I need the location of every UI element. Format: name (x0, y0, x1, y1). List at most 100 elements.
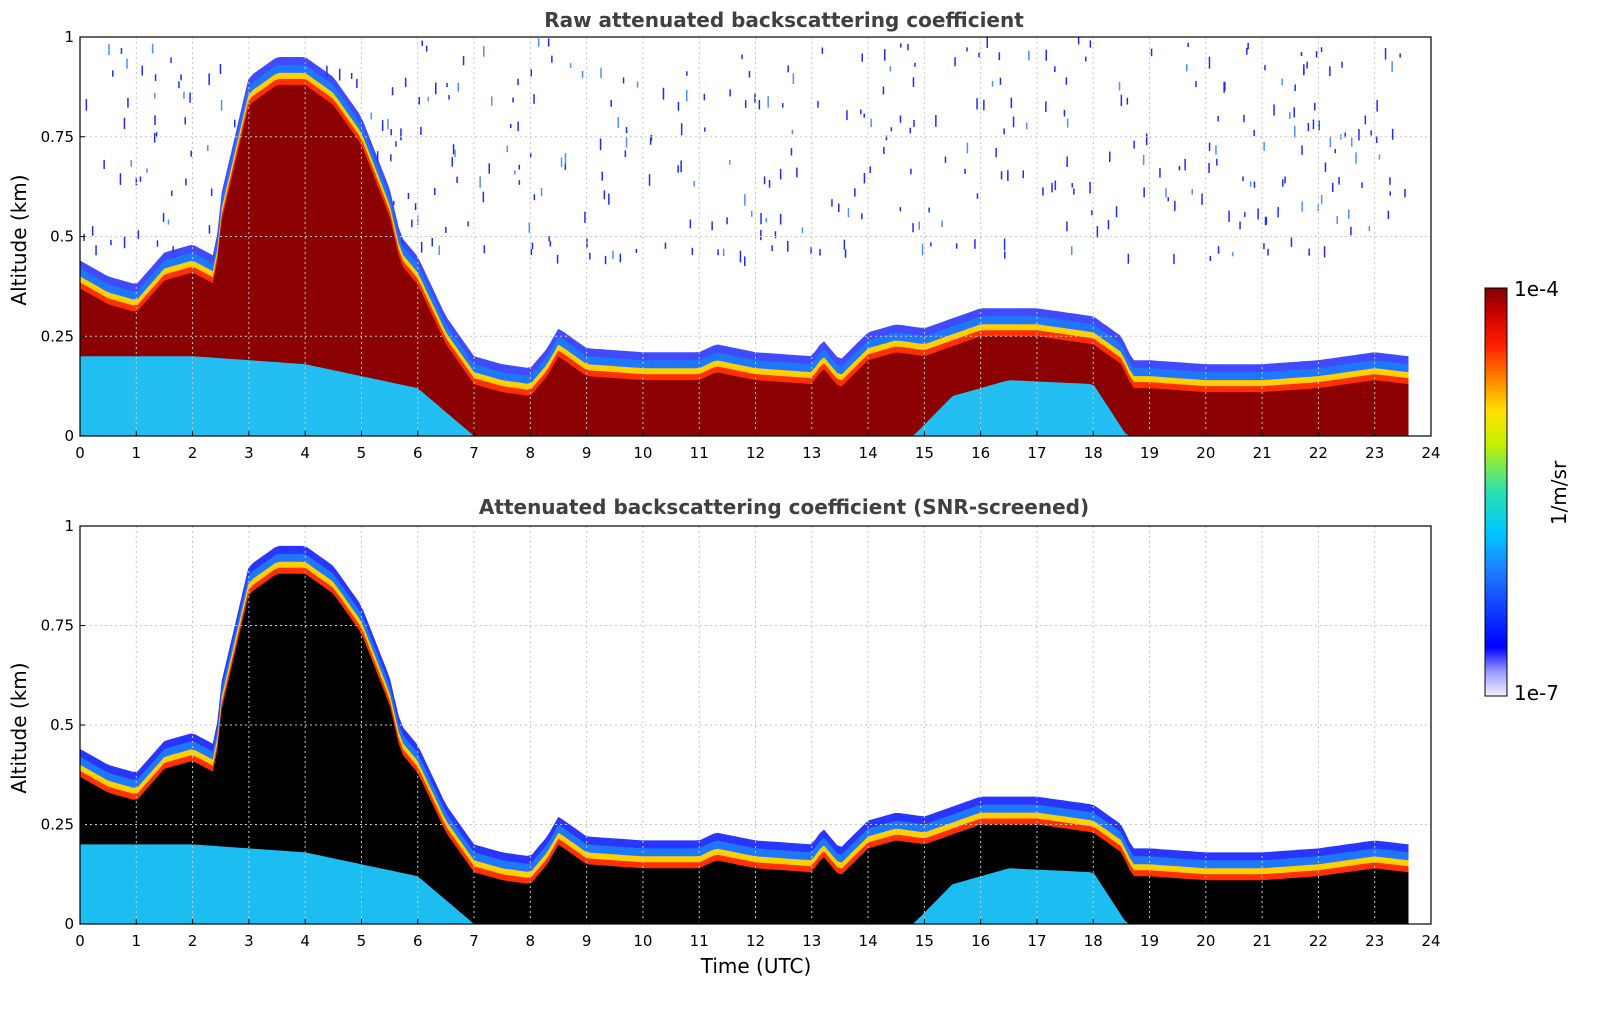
noise-speckle (964, 168, 966, 174)
noise-speckle (445, 227, 447, 233)
noise-speckle (130, 160, 132, 167)
noise-speckle (1399, 53, 1401, 58)
noise-speckle (479, 176, 481, 188)
noise-speckle (514, 170, 516, 175)
x-tick-label: 19 (1140, 444, 1159, 462)
noise-speckle (1263, 243, 1265, 250)
y-tick-label: 0.25 (41, 327, 74, 345)
x-tick-label: 21 (1253, 444, 1272, 462)
x-tick-label: 20 (1196, 444, 1215, 462)
noise-speckle (1253, 181, 1256, 188)
noise-speckle (370, 112, 372, 120)
noise-speckle (1307, 122, 1310, 132)
noise-speckle (448, 95, 450, 100)
noise-speckle (885, 135, 888, 141)
noise-speckle (1231, 252, 1234, 257)
noise-speckle (135, 177, 138, 186)
noise-speckle (91, 226, 94, 236)
noise-speckle (180, 74, 182, 81)
noise-speckle (691, 247, 694, 255)
noise-speckle (548, 236, 550, 242)
noise-speckle (974, 239, 976, 249)
noise-speckle (999, 77, 1002, 85)
noise-speckle (1174, 200, 1176, 211)
noise-speckle (1281, 78, 1283, 86)
noise-speckle (1077, 37, 1080, 45)
noise-speckle (944, 156, 947, 163)
noise-speckle (1348, 209, 1350, 219)
noise-speckle (407, 192, 410, 200)
noise-speckle (1332, 182, 1334, 192)
noise-speckle (395, 141, 397, 147)
noise-speckle (847, 208, 850, 218)
noise-speckle (540, 188, 543, 197)
noise-speckle (1301, 145, 1303, 155)
noise-speckle (635, 248, 638, 253)
noise-speckle (530, 69, 532, 77)
noise-speckle (976, 98, 978, 110)
noise-speckle (156, 240, 159, 247)
raw-backscatter-panel: Raw attenuated backscattering coefficien… (7, 8, 1441, 462)
noise-speckle (889, 66, 892, 72)
noise-speckle (1257, 208, 1259, 220)
noise-speckle (462, 56, 465, 66)
x-tick-label: 5 (357, 932, 367, 950)
x-tick-label: 17 (1027, 932, 1046, 950)
noise-speckle (601, 171, 603, 181)
noise-speckle (185, 178, 187, 186)
noise-speckle (912, 77, 915, 87)
noise-speckle (636, 81, 639, 88)
noise-speckle (137, 230, 140, 239)
noise-speckle (1184, 158, 1186, 171)
noise-speckle (537, 38, 540, 47)
heatmap-layer-group (80, 545, 1409, 924)
noise-speckle (518, 164, 520, 170)
noise-speckle (998, 52, 1001, 61)
screened-backscatter-panel: Attenuated backscattering coefficient (S… (7, 495, 1441, 978)
noise-speckle (123, 117, 126, 130)
noise-speckle (648, 174, 651, 186)
noise-speckle (913, 119, 915, 127)
noise-speckle (819, 249, 821, 256)
noise-speckle (1294, 125, 1296, 138)
x-tick-label: 19 (1140, 932, 1159, 950)
noise-speckle (1071, 246, 1073, 255)
noise-speckle (1264, 216, 1267, 226)
noise-speckle (172, 246, 174, 253)
y-tick-label: 0 (64, 427, 74, 445)
noise-speckle (1315, 51, 1318, 58)
noise-speckle (1284, 176, 1286, 184)
noise-speckle (680, 160, 682, 173)
x-tick-label: 0 (75, 932, 85, 950)
noise-speckle (603, 190, 606, 200)
x-tick-label: 4 (300, 444, 310, 462)
noise-speckle (649, 135, 652, 145)
noise-speckle (1318, 120, 1320, 131)
noise-speckle-group (83, 37, 1406, 267)
noise-speckle (817, 101, 819, 108)
noise-speckle (1224, 81, 1226, 91)
x-tick-label: 3 (244, 932, 254, 950)
noise-speckle (991, 80, 994, 87)
noise-speckle (189, 92, 191, 103)
noise-speckle (1217, 246, 1220, 254)
noise-speckle (664, 242, 667, 249)
noise-speckle (1320, 195, 1323, 204)
noise-speckle (556, 254, 559, 264)
noise-speckle (1244, 212, 1246, 217)
noise-speckle (506, 145, 509, 153)
x-tick-label: 9 (582, 444, 592, 462)
raw-panel-y-axis-label: Altitude (km) (7, 174, 31, 305)
noise-speckle (1010, 97, 1013, 109)
noise-speckle (1120, 94, 1123, 107)
noise-speckle (581, 71, 584, 78)
noise-speckle (528, 222, 530, 233)
noise-speckle (510, 124, 512, 129)
noise-speckle (771, 245, 773, 252)
noise-speckle (748, 70, 751, 78)
noise-speckle (1350, 226, 1352, 236)
x-tick-label: 23 (1365, 444, 1384, 462)
noise-speckle (760, 213, 762, 225)
noise-speckle (914, 62, 916, 67)
